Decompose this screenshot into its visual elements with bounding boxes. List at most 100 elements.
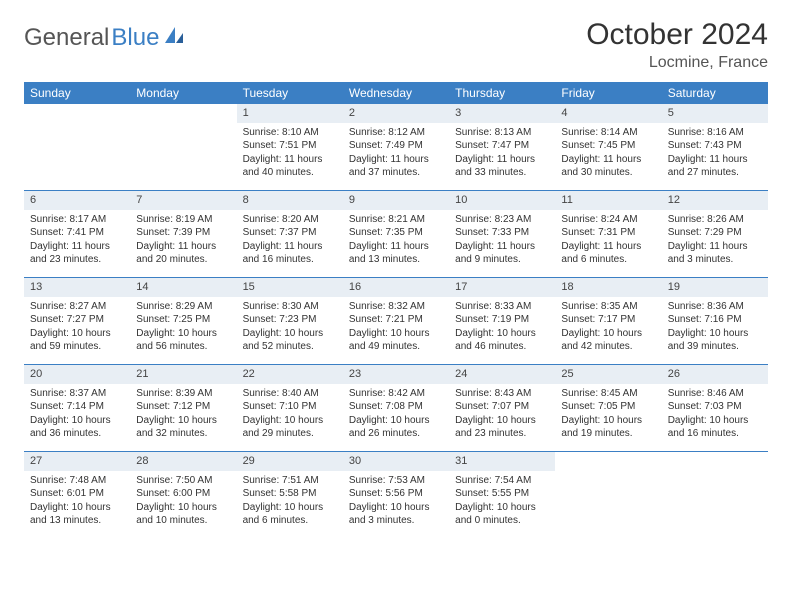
day-body: Sunrise: 8:14 AMSunset: 7:45 PMDaylight:…: [555, 123, 661, 184]
day-cell: 24Sunrise: 8:43 AMSunset: 7:07 PMDayligh…: [449, 365, 555, 451]
day-number: 26: [662, 365, 768, 384]
sunrise-text: Sunrise: 8:43 AM: [455, 387, 549, 401]
day-body: Sunrise: 8:27 AMSunset: 7:27 PMDaylight:…: [24, 297, 130, 358]
daylight-text: Daylight: 11 hours and 3 minutes.: [668, 240, 762, 267]
daylight-text: Daylight: 10 hours and 0 minutes.: [455, 501, 549, 528]
day-body: Sunrise: 8:37 AMSunset: 7:14 PMDaylight:…: [24, 384, 130, 445]
daylight-text: Daylight: 10 hours and 13 minutes.: [30, 501, 124, 528]
sunset-text: Sunset: 7:37 PM: [243, 226, 337, 240]
daylight-text: Daylight: 10 hours and 59 minutes.: [30, 327, 124, 354]
daylight-text: Daylight: 11 hours and 20 minutes.: [136, 240, 230, 267]
daylight-text: Daylight: 10 hours and 42 minutes.: [561, 327, 655, 354]
day-cell: [662, 452, 768, 538]
day-cell: 23Sunrise: 8:42 AMSunset: 7:08 PMDayligh…: [343, 365, 449, 451]
day-header-monday: Monday: [130, 82, 236, 104]
day-cell: 10Sunrise: 8:23 AMSunset: 7:33 PMDayligh…: [449, 191, 555, 277]
day-cell: 18Sunrise: 8:35 AMSunset: 7:17 PMDayligh…: [555, 278, 661, 364]
daylight-text: Daylight: 10 hours and 26 minutes.: [349, 414, 443, 441]
sunset-text: Sunset: 7:29 PM: [668, 226, 762, 240]
sunrise-text: Sunrise: 8:33 AM: [455, 300, 549, 314]
day-number: 22: [237, 365, 343, 384]
sunrise-text: Sunrise: 8:37 AM: [30, 387, 124, 401]
sunrise-text: Sunrise: 8:24 AM: [561, 213, 655, 227]
week-row: 20Sunrise: 8:37 AMSunset: 7:14 PMDayligh…: [24, 364, 768, 451]
daylight-text: Daylight: 11 hours and 30 minutes.: [561, 153, 655, 180]
day-body: Sunrise: 8:24 AMSunset: 7:31 PMDaylight:…: [555, 210, 661, 271]
day-body: Sunrise: 7:48 AMSunset: 6:01 PMDaylight:…: [24, 471, 130, 532]
daylight-text: Daylight: 11 hours and 37 minutes.: [349, 153, 443, 180]
sunrise-text: Sunrise: 8:27 AM: [30, 300, 124, 314]
sunrise-text: Sunrise: 7:51 AM: [243, 474, 337, 488]
day-number: 16: [343, 278, 449, 297]
day-body: Sunrise: 8:40 AMSunset: 7:10 PMDaylight:…: [237, 384, 343, 445]
day-cell: 11Sunrise: 8:24 AMSunset: 7:31 PMDayligh…: [555, 191, 661, 277]
sunrise-text: Sunrise: 8:40 AM: [243, 387, 337, 401]
day-header-tuesday: Tuesday: [237, 82, 343, 104]
logo-text-blue: Blue: [111, 24, 159, 52]
sunrise-text: Sunrise: 8:39 AM: [136, 387, 230, 401]
daylight-text: Daylight: 10 hours and 56 minutes.: [136, 327, 230, 354]
day-number: 8: [237, 191, 343, 210]
sunrise-text: Sunrise: 8:46 AM: [668, 387, 762, 401]
calendar: Sunday Monday Tuesday Wednesday Thursday…: [24, 82, 768, 538]
daylight-text: Daylight: 10 hours and 36 minutes.: [30, 414, 124, 441]
daylight-text: Daylight: 11 hours and 40 minutes.: [243, 153, 337, 180]
daylight-text: Daylight: 11 hours and 23 minutes.: [30, 240, 124, 267]
sunset-text: Sunset: 5:55 PM: [455, 487, 549, 501]
sunset-text: Sunset: 7:35 PM: [349, 226, 443, 240]
day-number: 27: [24, 452, 130, 471]
sunrise-text: Sunrise: 7:54 AM: [455, 474, 549, 488]
day-body: Sunrise: 8:35 AMSunset: 7:17 PMDaylight:…: [555, 297, 661, 358]
day-number: 6: [24, 191, 130, 210]
sunset-text: Sunset: 7:12 PM: [136, 400, 230, 414]
day-number: 18: [555, 278, 661, 297]
day-number: 20: [24, 365, 130, 384]
week-row: 6Sunrise: 8:17 AMSunset: 7:41 PMDaylight…: [24, 190, 768, 277]
day-number: 9: [343, 191, 449, 210]
sunset-text: Sunset: 5:58 PM: [243, 487, 337, 501]
daylight-text: Daylight: 11 hours and 13 minutes.: [349, 240, 443, 267]
daylight-text: Daylight: 11 hours and 33 minutes.: [455, 153, 549, 180]
day-number: 10: [449, 191, 555, 210]
day-cell: 29Sunrise: 7:51 AMSunset: 5:58 PMDayligh…: [237, 452, 343, 538]
day-body: Sunrise: 8:20 AMSunset: 7:37 PMDaylight:…: [237, 210, 343, 271]
sunrise-text: Sunrise: 8:36 AM: [668, 300, 762, 314]
sunset-text: Sunset: 5:56 PM: [349, 487, 443, 501]
day-cell: 6Sunrise: 8:17 AMSunset: 7:41 PMDaylight…: [24, 191, 130, 277]
title-block: October 2024 Locmine, France: [586, 18, 768, 72]
sunset-text: Sunset: 7:05 PM: [561, 400, 655, 414]
day-number: 11: [555, 191, 661, 210]
day-body: Sunrise: 8:23 AMSunset: 7:33 PMDaylight:…: [449, 210, 555, 271]
day-body: Sunrise: 8:36 AMSunset: 7:16 PMDaylight:…: [662, 297, 768, 358]
sunrise-text: Sunrise: 8:16 AM: [668, 126, 762, 140]
day-body: Sunrise: 8:45 AMSunset: 7:05 PMDaylight:…: [555, 384, 661, 445]
day-body: Sunrise: 8:12 AMSunset: 7:49 PMDaylight:…: [343, 123, 449, 184]
daylight-text: Daylight: 10 hours and 10 minutes.: [136, 501, 230, 528]
logo: GeneralBlue: [24, 18, 185, 52]
day-body: Sunrise: 8:13 AMSunset: 7:47 PMDaylight:…: [449, 123, 555, 184]
sunrise-text: Sunrise: 8:21 AM: [349, 213, 443, 227]
daylight-text: Daylight: 11 hours and 6 minutes.: [561, 240, 655, 267]
sunset-text: Sunset: 7:39 PM: [136, 226, 230, 240]
day-cell: 25Sunrise: 8:45 AMSunset: 7:05 PMDayligh…: [555, 365, 661, 451]
sunset-text: Sunset: 6:00 PM: [136, 487, 230, 501]
daylight-text: Daylight: 10 hours and 19 minutes.: [561, 414, 655, 441]
day-body: Sunrise: 8:30 AMSunset: 7:23 PMDaylight:…: [237, 297, 343, 358]
sunset-text: Sunset: 7:17 PM: [561, 313, 655, 327]
day-cell: 14Sunrise: 8:29 AMSunset: 7:25 PMDayligh…: [130, 278, 236, 364]
sunset-text: Sunset: 7:41 PM: [30, 226, 124, 240]
sunrise-text: Sunrise: 8:14 AM: [561, 126, 655, 140]
sunset-text: Sunset: 7:08 PM: [349, 400, 443, 414]
day-body: Sunrise: 8:21 AMSunset: 7:35 PMDaylight:…: [343, 210, 449, 271]
day-number: 17: [449, 278, 555, 297]
sunrise-text: Sunrise: 8:45 AM: [561, 387, 655, 401]
day-cell: 4Sunrise: 8:14 AMSunset: 7:45 PMDaylight…: [555, 104, 661, 190]
day-body: Sunrise: 8:26 AMSunset: 7:29 PMDaylight:…: [662, 210, 768, 271]
day-number: 14: [130, 278, 236, 297]
daylight-text: Daylight: 10 hours and 32 minutes.: [136, 414, 230, 441]
day-body: Sunrise: 7:54 AMSunset: 5:55 PMDaylight:…: [449, 471, 555, 532]
day-number: 15: [237, 278, 343, 297]
sunrise-text: Sunrise: 7:50 AM: [136, 474, 230, 488]
location-subtitle: Locmine, France: [586, 54, 768, 72]
day-number: 7: [130, 191, 236, 210]
